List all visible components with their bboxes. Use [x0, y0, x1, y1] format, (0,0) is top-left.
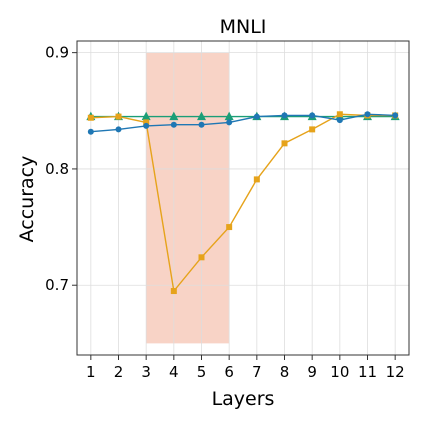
- data-point-square: [253, 176, 260, 183]
- x-tick-label: 11: [358, 363, 377, 381]
- x-axis-label: Layers: [212, 388, 275, 410]
- data-point-circle: [198, 121, 205, 128]
- highlight-band: [146, 52, 230, 344]
- y-tick-label: 0.7: [45, 276, 69, 294]
- x-tick-label: 6: [224, 363, 234, 381]
- data-point-triangle: [141, 111, 151, 121]
- x-tick-label: 8: [280, 363, 290, 381]
- x-tick-label: 4: [169, 363, 179, 381]
- data-point-circle: [253, 113, 260, 120]
- data-point-triangle: [197, 111, 206, 121]
- chart-title: MNLI: [220, 16, 267, 38]
- x-tick-label: 7: [252, 363, 262, 381]
- data-point-square: [198, 254, 205, 261]
- x-tick-label: 5: [197, 363, 207, 381]
- data-point-triangle: [224, 111, 234, 121]
- y-tick-label: 0.9: [45, 44, 69, 62]
- plot-area: 1 2 3 4 5 6 7 8 9 10 11 120.70.80.9: [45, 40, 410, 381]
- data-point-circle: [170, 121, 177, 128]
- x-tick-label: 3: [141, 363, 151, 381]
- data-point-square: [143, 119, 150, 126]
- data-point-circle: [364, 111, 371, 118]
- data-point-circle: [336, 117, 343, 124]
- x-tick-label: 12: [386, 363, 405, 381]
- x-tick-label: 9: [307, 363, 317, 381]
- data-point-circle: [226, 119, 233, 126]
- data-point-circle: [309, 112, 316, 119]
- data-point-square: [87, 114, 94, 121]
- data-point-triangle: [169, 111, 179, 121]
- data-point-circle: [392, 112, 399, 119]
- data-point-square: [309, 126, 316, 133]
- data-point-square: [170, 288, 177, 295]
- data-point-square: [226, 224, 233, 231]
- x-tick-label: 10: [330, 363, 349, 381]
- data-point-circle: [115, 126, 122, 133]
- x-tick-label: 1: [86, 363, 96, 381]
- data-point-circle: [87, 128, 94, 135]
- y-tick-label: 0.8: [45, 160, 69, 178]
- data-point-circle: [143, 122, 150, 129]
- plot-frame: [76, 40, 410, 356]
- data-point-square: [336, 111, 343, 118]
- data-point-circle: [281, 112, 288, 119]
- x-tick-label: 2: [114, 363, 124, 381]
- series-line-circle: [90, 113, 396, 133]
- series-line-square: [90, 113, 396, 293]
- y-axis-label: Accuracy: [16, 156, 38, 243]
- data-point-square: [115, 113, 122, 120]
- data-point-square: [281, 140, 288, 147]
